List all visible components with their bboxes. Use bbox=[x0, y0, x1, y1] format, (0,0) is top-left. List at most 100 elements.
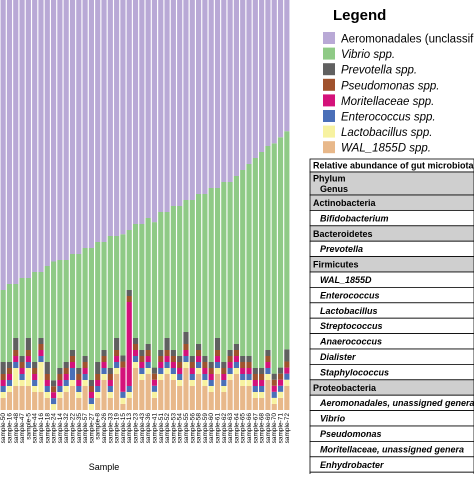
bar-segment bbox=[32, 272, 38, 362]
bar-segment bbox=[6, 0, 13, 284]
bar-segment bbox=[265, 368, 271, 374]
bar-segment bbox=[107, 380, 113, 386]
bar-segment bbox=[151, 385, 158, 392]
bar-segment bbox=[139, 380, 145, 410]
bar-segment bbox=[177, 206, 183, 356]
bar-segment bbox=[88, 248, 94, 380]
bar-segment bbox=[259, 398, 265, 410]
bar-segment bbox=[246, 362, 252, 368]
table-genus-row: Prevotella bbox=[320, 244, 363, 254]
bar-segment bbox=[69, 350, 76, 356]
legend-label: Pseudomonas spp. bbox=[341, 80, 439, 92]
bar-segment bbox=[69, 386, 76, 410]
bar-segment bbox=[151, 222, 158, 368]
x-tick-label: sample-15 bbox=[120, 413, 127, 444]
bar-segment bbox=[240, 380, 246, 386]
bar-segment bbox=[252, 398, 258, 410]
x-tick-label: sample-54 bbox=[177, 413, 184, 444]
x-tick-label: sample-57 bbox=[82, 413, 89, 444]
bar-segment bbox=[271, 385, 277, 392]
bar-segment bbox=[214, 356, 221, 362]
bar-segment bbox=[151, 0, 158, 223]
bar-segment bbox=[32, 380, 38, 386]
bar-segment bbox=[95, 0, 101, 242]
bar-segment bbox=[145, 368, 151, 374]
bar-segment bbox=[189, 374, 195, 380]
bar-segment bbox=[246, 0, 252, 164]
bar-segment bbox=[0, 0, 6, 290]
table-genus-row: Enterococcus bbox=[320, 290, 380, 300]
bar-segment bbox=[38, 350, 44, 356]
bar-segment bbox=[139, 224, 145, 350]
bar-segment bbox=[177, 0, 183, 206]
bar-segment bbox=[170, 374, 176, 380]
x-tick-label: sample-62 bbox=[221, 413, 228, 444]
legend-title: Legend bbox=[333, 7, 386, 24]
bar-segment bbox=[284, 385, 290, 410]
bar-segment bbox=[208, 188, 214, 362]
bar-segment bbox=[44, 380, 50, 386]
x-tick-label: sample-13 bbox=[126, 413, 133, 444]
bar-segment bbox=[76, 254, 82, 368]
bar-segment bbox=[88, 380, 94, 386]
legend-label: Prevotella spp. bbox=[341, 65, 417, 77]
bar-segment bbox=[95, 374, 101, 380]
bar-segment bbox=[246, 164, 252, 356]
bar-segment bbox=[158, 350, 164, 356]
x-tick-label: sample-56 bbox=[189, 413, 196, 444]
bar-segment bbox=[240, 374, 246, 380]
bar-segment bbox=[76, 392, 82, 398]
legend-label: Aeromonadales (unclassifi bbox=[341, 34, 474, 46]
bar-segment bbox=[13, 338, 19, 350]
bar-segment bbox=[63, 0, 69, 260]
x-axis-label: Sample bbox=[89, 462, 120, 472]
bar-segment bbox=[158, 0, 164, 212]
x-tick-label: sample-66 bbox=[246, 413, 253, 444]
x-tick-label: sample-47 bbox=[19, 413, 26, 444]
bar-segment bbox=[120, 397, 126, 404]
bar-segment bbox=[6, 362, 13, 368]
x-tick-label: sample-53 bbox=[170, 413, 177, 444]
bar-segment bbox=[221, 386, 227, 392]
bar-segment bbox=[0, 386, 6, 392]
bar-segment bbox=[284, 131, 290, 350]
bar-segment bbox=[277, 0, 284, 138]
bar-segment bbox=[189, 200, 195, 356]
bar-segment bbox=[233, 356, 239, 362]
bar-segment bbox=[69, 356, 76, 362]
bar-segment bbox=[38, 356, 44, 362]
bar-segment bbox=[120, 361, 126, 368]
bar-segment bbox=[202, 386, 208, 410]
bar-segment bbox=[6, 386, 13, 392]
bar-segment bbox=[183, 344, 189, 350]
bar-segment bbox=[177, 374, 183, 380]
bar-segment bbox=[57, 374, 63, 380]
bar-segment bbox=[6, 392, 13, 410]
bar-segment bbox=[170, 368, 176, 374]
bar-segment bbox=[214, 350, 221, 356]
bar-segment bbox=[38, 344, 44, 350]
bar-segment bbox=[259, 374, 265, 380]
bar-segment bbox=[44, 266, 50, 362]
legend-swatch bbox=[323, 47, 335, 60]
bar-segment bbox=[233, 374, 239, 410]
bar-segment bbox=[69, 368, 76, 380]
bar-segment bbox=[101, 242, 107, 350]
bar-segment bbox=[221, 380, 227, 386]
bar-segment bbox=[271, 391, 277, 398]
table-genus-row: Moritellaceae, unassigned genera bbox=[320, 444, 464, 454]
bar-segment bbox=[0, 374, 6, 380]
bar-segment bbox=[265, 362, 271, 368]
bar-segment bbox=[233, 176, 239, 344]
bar-segment bbox=[240, 386, 246, 410]
bar-segment bbox=[177, 362, 183, 368]
bar-segment bbox=[271, 373, 277, 380]
bar-segment bbox=[132, 224, 139, 338]
bar-segment bbox=[284, 361, 290, 368]
bar-segment bbox=[25, 278, 31, 338]
bar-segment bbox=[126, 302, 132, 386]
bar-segment bbox=[252, 374, 258, 380]
bar-segment bbox=[265, 146, 271, 350]
legend: Legend Aeromonadales (unclassifi Vibrio sp… bbox=[323, 7, 474, 155]
bar-segment bbox=[227, 182, 233, 350]
